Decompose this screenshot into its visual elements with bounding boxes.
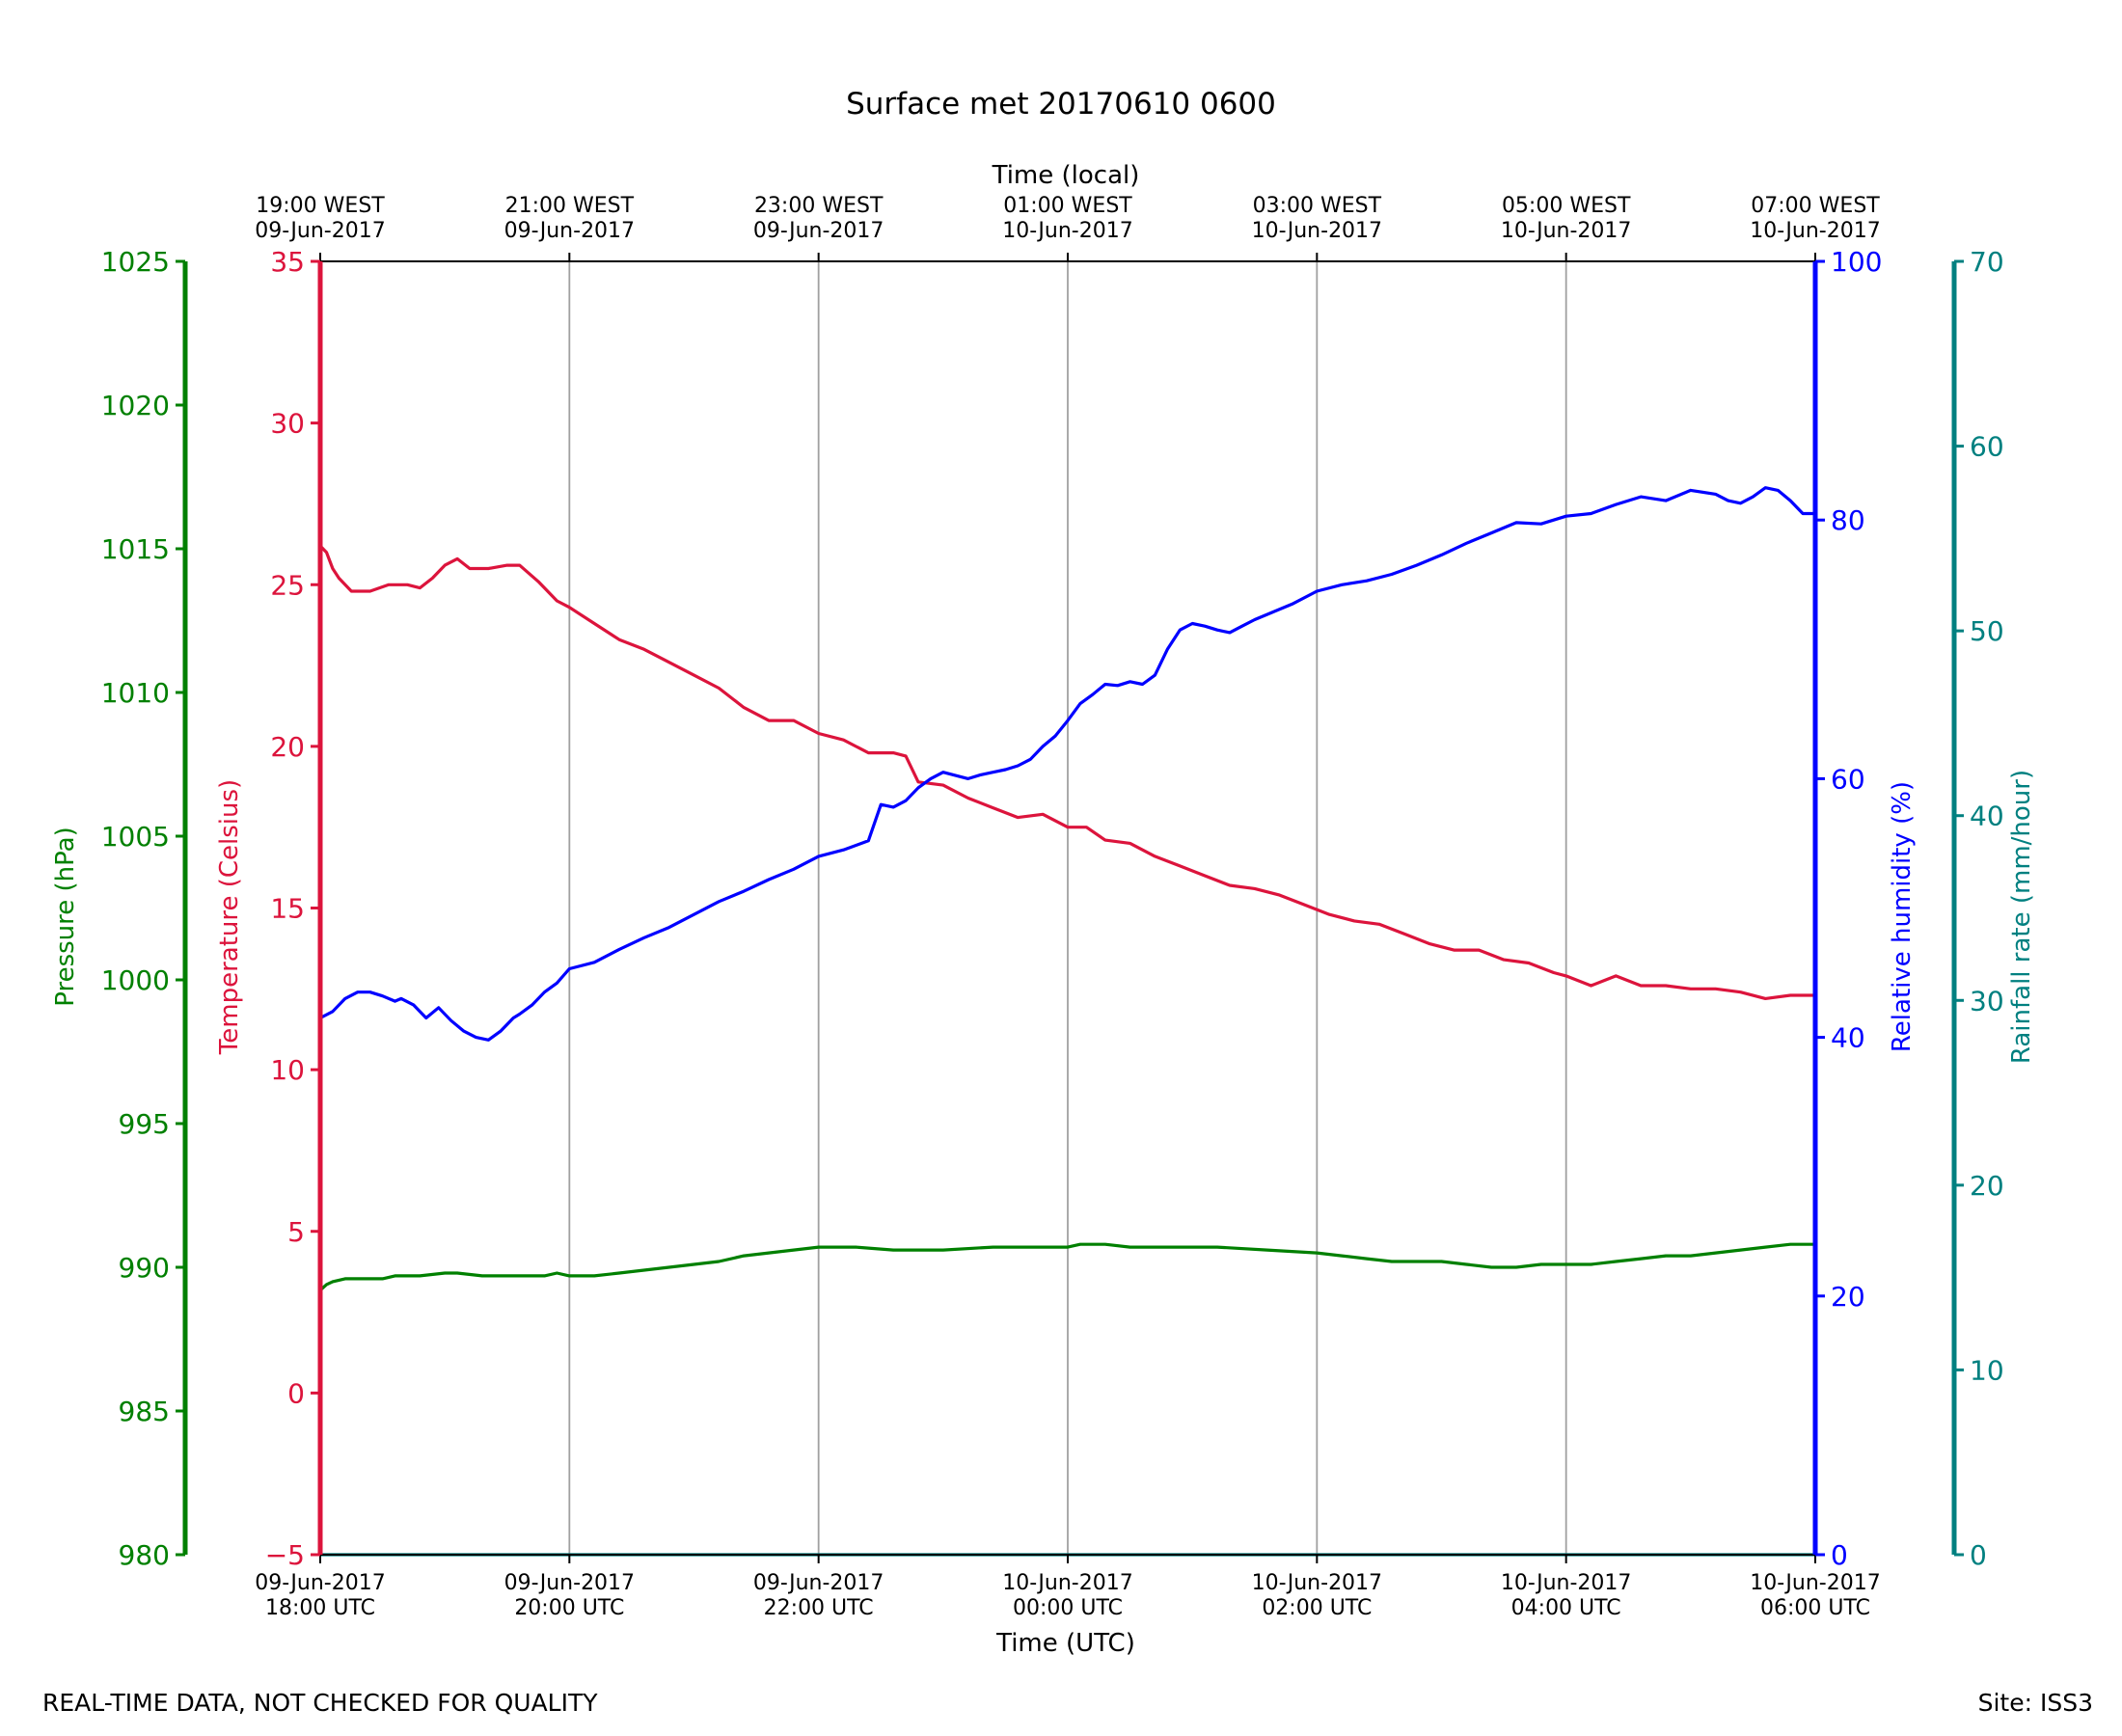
rainfall-axis-tick-label: 20 xyxy=(1970,1170,2004,1202)
bottom-tick-label-date: 09-Jun-2017 xyxy=(255,1571,385,1595)
humidity-axis-tick-label: 60 xyxy=(1831,763,1865,795)
humidity-axis-tick-label: 100 xyxy=(1831,246,1882,278)
pressure-series-line xyxy=(318,1242,1817,1292)
pressure-axis-tick-label: 1015 xyxy=(101,533,170,565)
rainfall-axis-tick-label: 10 xyxy=(1970,1354,2004,1386)
bottom-tick-label-time: 00:00 UTC xyxy=(1013,1596,1123,1620)
bottom-tick-label-date: 10-Jun-2017 xyxy=(1252,1571,1382,1595)
top-tick-label-date: 09-Jun-2017 xyxy=(255,219,385,243)
bottom-tick-label-date: 10-Jun-2017 xyxy=(1750,1571,1880,1595)
pressure-axis-tick-label: 990 xyxy=(119,1252,170,1284)
pressure-axis-tick-label: 980 xyxy=(119,1539,170,1571)
rainfall-axis-tick-label: 40 xyxy=(1970,800,2004,832)
temperature-axis-tick-label: 30 xyxy=(270,408,305,440)
pressure-axis-tick-label: 995 xyxy=(119,1108,170,1140)
bottom-axis-label: Time (UTC) xyxy=(995,1629,1135,1658)
rainfall-axis-tick-label: 60 xyxy=(1970,431,2004,463)
gridlines xyxy=(568,261,1567,1555)
bottom-tick-label-time: 22:00 UTC xyxy=(764,1596,874,1620)
top-tick-label-date: 09-Jun-2017 xyxy=(504,219,635,243)
humidity-axis-tick-label: 80 xyxy=(1831,504,1865,536)
top-axis-label: Time (local) xyxy=(992,161,1140,190)
top-tick-label-time: 01:00 WEST xyxy=(1003,194,1132,218)
rainfall-axis-tick-label: 30 xyxy=(1970,985,2004,1017)
rainfall-axis-tick-label: 50 xyxy=(1970,615,2004,647)
bottom-tick-label-time: 02:00 UTC xyxy=(1262,1596,1372,1620)
top-tick-label-date: 10-Jun-2017 xyxy=(1002,219,1132,243)
humidity-axis-label: Relative humidity (%) xyxy=(1888,781,1917,1052)
pressure-axis-label: Pressure (hPa) xyxy=(51,827,80,1007)
pressure-axis-tick-label: 1020 xyxy=(101,390,170,421)
temperature-axis-tick-label: 0 xyxy=(287,1377,305,1409)
bottom-tick-label-time: 04:00 UTC xyxy=(1511,1596,1621,1620)
rainfall-axis-label: Rainfall rate (mm/hour) xyxy=(2007,770,2036,1064)
top-tick-label-time: 19:00 WEST xyxy=(256,194,385,218)
bottom-tick-label-date: 10-Jun-2017 xyxy=(1501,1571,1631,1595)
bottom-tick-label-date: 09-Jun-2017 xyxy=(753,1571,884,1595)
top-tick-label-time: 23:00 WEST xyxy=(754,194,884,218)
pressure-axis-tick-label: 1000 xyxy=(101,964,170,996)
top-tick-label-time: 05:00 WEST xyxy=(1502,194,1631,218)
top-tick-label-time: 21:00 WEST xyxy=(505,194,635,218)
humidity-axis-tick-label: 20 xyxy=(1831,1281,1865,1313)
temperature-axis-label: Temperature (Celsius) xyxy=(215,779,244,1055)
temperature-axis-tick-label: 10 xyxy=(270,1054,305,1086)
bottom-tick-label-time: 18:00 UTC xyxy=(265,1596,375,1620)
humidity-series-line xyxy=(318,486,1817,1042)
pressure-axis-tick-label: 1025 xyxy=(101,246,170,278)
bottom-tick-label-time: 06:00 UTC xyxy=(1760,1596,1870,1620)
pressure-axis-tick-label: 1005 xyxy=(101,821,170,853)
footer-site: Site: ISS3 xyxy=(1978,1689,2093,1717)
bottom-tick-label-time: 20:00 UTC xyxy=(514,1596,624,1620)
top-tick-label-time: 03:00 WEST xyxy=(1253,194,1382,218)
top-tick-label-date: 10-Jun-2017 xyxy=(1501,219,1631,243)
temperature-axis-tick-label: −5 xyxy=(265,1539,305,1571)
rainfall-axis-tick-label: 70 xyxy=(1970,246,2004,278)
chart-title: Surface met 20170610 0600 xyxy=(846,87,1276,122)
top-tick-label-time: 07:00 WEST xyxy=(1751,194,1880,218)
rainfall-axis-tick-label: 0 xyxy=(1970,1539,1987,1571)
top-tick-label-date: 10-Jun-2017 xyxy=(1252,219,1382,243)
top-tick-label-date: 10-Jun-2017 xyxy=(1750,219,1880,243)
temperature-axis-tick-label: 5 xyxy=(287,1216,305,1248)
top-tick-label-date: 09-Jun-2017 xyxy=(753,219,884,243)
humidity-axis-tick-label: 40 xyxy=(1831,1022,1865,1054)
temperature-series-line xyxy=(318,544,1817,1001)
pressure-axis-tick-label: 1010 xyxy=(101,677,170,709)
humidity-axis-tick-label: 0 xyxy=(1831,1539,1848,1571)
temperature-axis-tick-label: 15 xyxy=(270,893,305,925)
bottom-tick-label-date: 10-Jun-2017 xyxy=(1002,1571,1132,1595)
temperature-axis-tick-label: 35 xyxy=(270,246,305,278)
footer-quality-note: REAL-TIME DATA, NOT CHECKED FOR QUALITY xyxy=(42,1689,598,1717)
temperature-axis-tick-label: 25 xyxy=(270,569,305,601)
bottom-tick-label-date: 09-Jun-2017 xyxy=(504,1571,635,1595)
pressure-axis-tick-label: 985 xyxy=(119,1396,170,1427)
temperature-axis-tick-label: 20 xyxy=(270,731,305,763)
